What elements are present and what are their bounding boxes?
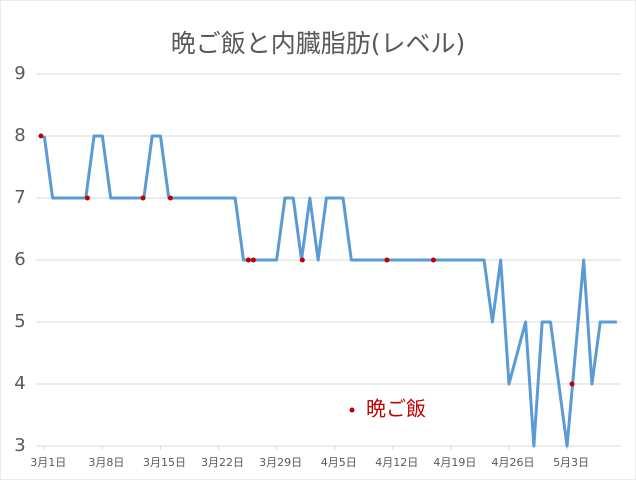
legend-label: 晩ご飯: [366, 397, 426, 421]
legend-marker: [349, 407, 355, 413]
data-point: [245, 257, 251, 263]
data-point: [84, 195, 90, 201]
data-point: [569, 381, 575, 387]
y-tick-label: 6: [14, 249, 25, 270]
x-tick-label: 4月26日: [491, 456, 534, 469]
data-point: [430, 257, 436, 263]
data-point: [140, 195, 146, 201]
y-tick-label: 8: [14, 125, 25, 146]
x-tick-label: 3月29日: [259, 456, 302, 469]
data-point: [299, 257, 305, 263]
x-tick-label: 3月8日: [88, 456, 124, 469]
x-tick-label: 5月3日: [553, 456, 589, 469]
x-tick-label: 4月19日: [433, 456, 476, 469]
y-tick-label: 5: [14, 311, 25, 332]
y-tick-label: 7: [14, 187, 25, 208]
data-point: [167, 195, 173, 201]
y-tick-label: 4: [14, 373, 25, 394]
data-point: [38, 133, 44, 139]
y-tick-label: 9: [14, 63, 25, 84]
chart-title: 晩ご飯と内臓脂肪(レベル): [171, 29, 466, 58]
data-point: [384, 257, 390, 263]
x-tick-label: 4月5日: [321, 456, 357, 469]
y-tick-label: 3: [14, 435, 25, 456]
x-tick-label: 3月15日: [143, 456, 186, 469]
x-tick-label: 3月1日: [30, 456, 66, 469]
data-line: [42, 134, 617, 448]
x-tick-label: 3月22日: [201, 456, 244, 469]
x-tick-label: 4月12日: [375, 456, 418, 469]
data-point: [250, 257, 256, 263]
